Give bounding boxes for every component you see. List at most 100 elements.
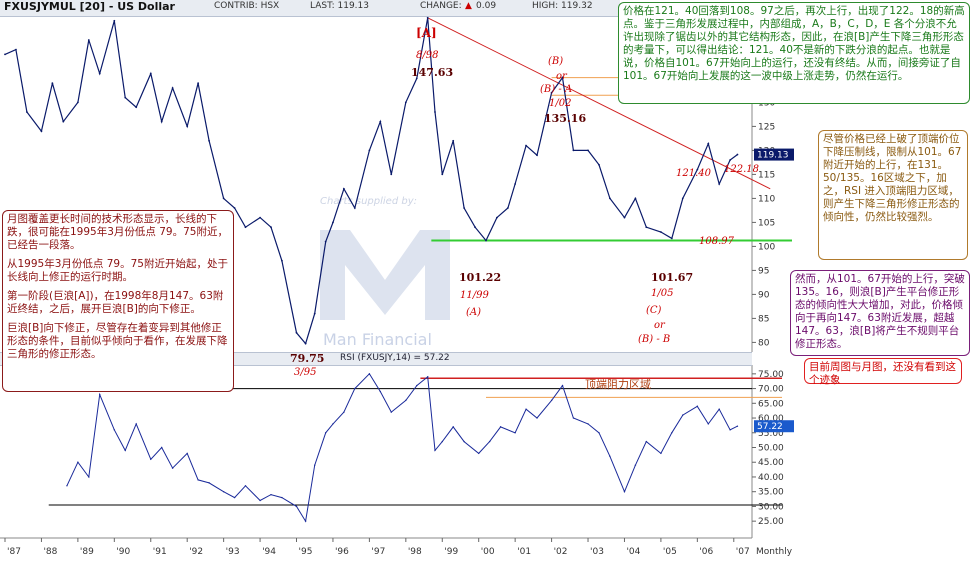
price-point [368, 149, 371, 152]
price-point [729, 159, 732, 161]
price-point [485, 239, 487, 242]
x-tick-label: '03 [590, 547, 604, 557]
rsi-point [304, 520, 307, 522]
y-axis-ticks: 8085909510010511011512012513013514025.00… [752, 50, 784, 527]
x-tick-label: '07 [736, 547, 750, 557]
x-tick-label: '00 [481, 547, 495, 557]
rsi-point [729, 429, 731, 431]
x-tick-label: '91 [153, 547, 167, 557]
rsi-point [416, 384, 418, 387]
price-point [281, 259, 283, 262]
rsi-point [634, 464, 637, 466]
price-point [113, 19, 116, 22]
rsi-point [499, 426, 502, 428]
price-y-tick-label: 80 [758, 338, 770, 348]
price-point [426, 16, 429, 19]
price-point [324, 240, 327, 243]
price-point [718, 183, 721, 185]
price-point [295, 331, 298, 334]
resist-zone-label: 顶端阻力区域 [585, 378, 651, 391]
contrib-label: CONTRIB: HSX [214, 1, 280, 11]
change-value: 0.09 [476, 1, 497, 11]
price-point [707, 142, 710, 145]
x-tick-label: '94 [262, 547, 276, 557]
watermark-brand: Man Financial [323, 330, 432, 349]
rsi-point [609, 455, 611, 458]
x-axis-ticks: '87 '88 '89 '90 '91 '92 '93 '94 '95 '96 '97 '98 '99 '… [0, 537, 793, 557]
price-point [670, 237, 673, 240]
rsi-y-tick-label: 45.00 [758, 458, 784, 468]
high-label: HIGH: 119.32 [532, 1, 593, 11]
low2-value: 101.67 [651, 271, 694, 284]
rsi-point [332, 423, 334, 425]
chart-header: FXUSJYMUL [20] - US Dollar CONTRIB: HSX … [0, 0, 620, 17]
rsi-point [343, 411, 345, 413]
rsi-point [281, 496, 283, 499]
peak-value: 147.63 [411, 66, 454, 79]
price-point [124, 96, 127, 99]
note-left-3: 第一阶段(巨浪[A])，在1998年8月147。63附近终结，之后，展开巨浪[B… [7, 290, 224, 315]
rsi-line [66, 372, 738, 523]
price-point [4, 53, 6, 56]
price-point [40, 130, 43, 133]
price-point [587, 149, 589, 152]
price-point [353, 207, 356, 209]
price-point [160, 120, 163, 123]
price-point [415, 77, 418, 80]
rsi-y-tick-label: 75.00 [758, 370, 784, 380]
rsi-point [270, 493, 272, 496]
price-point [87, 39, 90, 41]
rsi-point [124, 449, 126, 452]
rsi-point [390, 411, 392, 413]
rsi-point [233, 496, 236, 499]
price-point [550, 91, 553, 94]
x-tick-label: '97 [371, 547, 385, 557]
x-tick-label: '04 [626, 547, 640, 557]
b-a-date: 1/02 [549, 98, 572, 109]
rsi-y-tick-label: 50.00 [758, 444, 784, 454]
rsi-point [623, 490, 626, 493]
rsi-point [660, 452, 662, 455]
rsi-point [368, 373, 371, 375]
price-point [222, 197, 225, 200]
price-y-tick-label: 115 [758, 170, 775, 180]
price-point [623, 216, 626, 219]
rsi-point [99, 393, 101, 396]
low1-label: (A) [466, 307, 482, 318]
price-point [645, 226, 648, 229]
wave-a-label: [A] [416, 26, 437, 40]
rsi-point [718, 408, 720, 410]
rsi-point [550, 399, 553, 402]
note-left-4: 巨浪[B]向下修正，尽管存在着变异到其他修正形态的条件，目前似乎倾向于看作，在发… [7, 322, 228, 360]
rsi-point [707, 423, 709, 425]
price-point [390, 173, 393, 176]
rsi-point [222, 490, 225, 493]
x-tick-label: '05 [663, 547, 677, 557]
price-point [332, 221, 334, 224]
x-tick-label: '87 [7, 547, 21, 557]
rsi-point [488, 440, 491, 443]
price-y-tick-label: 100 [758, 242, 775, 252]
rsi-point [295, 505, 298, 508]
rsi-point [441, 440, 443, 443]
rsi-point [314, 464, 316, 466]
rsi-last-tag [754, 420, 794, 433]
rsi-point [426, 376, 429, 378]
x-tick-label: '06 [699, 547, 713, 557]
price-point [441, 173, 444, 176]
price-point [259, 216, 261, 219]
price-point [404, 101, 407, 104]
change-arrow-icon: ▲ [465, 1, 472, 11]
x-tick-label: '98 [408, 547, 422, 557]
rsi-y-tick-label: 25.00 [758, 517, 784, 527]
note-right-1: 尽管价格已经上破了顶端价位下降压制线，限制从101。67附近开始的上行，在131… [818, 130, 968, 260]
rsi-point [66, 485, 68, 487]
price-point [244, 226, 247, 229]
price-point [506, 207, 509, 209]
rsi-point [434, 449, 436, 452]
low1-value: 101.22 [459, 271, 502, 284]
price-point [51, 82, 54, 85]
low1-date: 11/99 [460, 290, 489, 301]
rsi-title: RSI (FXUSJY,14) = 57.22 [340, 353, 450, 363]
peak-date: 8/98 [416, 50, 439, 61]
